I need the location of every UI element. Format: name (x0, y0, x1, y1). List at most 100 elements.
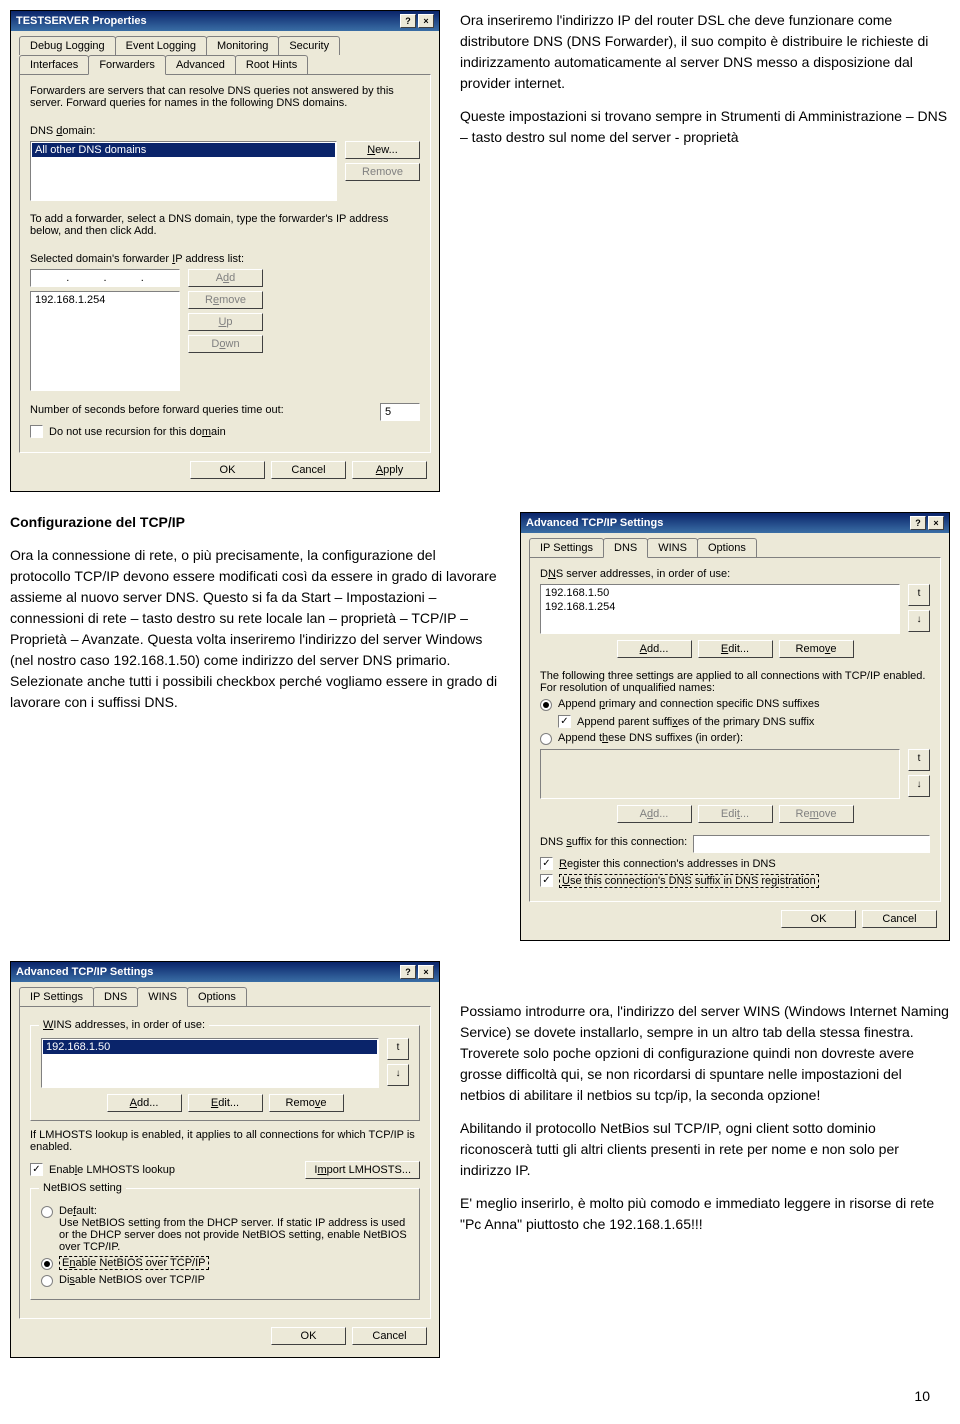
dns-server-list[interactable]: 192.168.1.50 192.168.1.254 (540, 584, 900, 634)
text1-p1: Ora inseriremo l'indirizzo IP del router… (460, 10, 950, 94)
close-button[interactable]: × (418, 965, 434, 979)
dialog-title: TESTSERVER Properties (16, 15, 147, 27)
use-suffix-checkbox[interactable]: ✓ (540, 874, 553, 887)
register-label: Register this connection's addresses in … (559, 858, 776, 870)
remove-dns-button[interactable]: Remove (779, 640, 854, 658)
cancel-button[interactable]: Cancel (352, 1327, 427, 1345)
netbios-default-label: Default: (59, 1205, 97, 1217)
tab-options[interactable]: Options (697, 538, 757, 557)
cancel-button[interactable]: Cancel (271, 461, 346, 479)
tab-wins[interactable]: WINS (137, 987, 188, 1007)
help-button[interactable]: ? (400, 14, 416, 28)
suffix-up-button[interactable]: t (908, 749, 930, 771)
edit-wins-button[interactable]: Edit... (188, 1094, 263, 1112)
ip-input[interactable]: ... (30, 269, 180, 287)
remove-wins-button[interactable]: Remove (269, 1094, 344, 1112)
tab-debug-logging[interactable]: Debug Logging (19, 36, 116, 55)
remove-domain-button[interactable]: Remove (345, 163, 420, 181)
wins-up-button[interactable]: t (387, 1038, 409, 1060)
no-recursion-checkbox[interactable] (30, 425, 43, 438)
append-parent-checkbox[interactable]: ✓ (558, 715, 571, 728)
tab-ip-settings[interactable]: IP Settings (529, 538, 604, 557)
tab-dns[interactable]: DNS (93, 987, 138, 1006)
dns-servers-label: DNS server addresses, in order of use: (540, 568, 930, 580)
tcpip-wins-dialog: Advanced TCP/IP Settings ? × IP Settings… (10, 961, 440, 1358)
append-primary-label: Append primary and connection specific D… (558, 698, 820, 710)
wins-down-button[interactable]: ↓ (387, 1064, 409, 1086)
wins-server-list[interactable]: 192.168.1.50 (41, 1038, 379, 1088)
ok-button[interactable]: OK (781, 910, 856, 928)
tab-interfaces[interactable]: Interfaces (19, 55, 89, 74)
tab-dns[interactable]: DNS (603, 538, 648, 558)
cancel-button[interactable]: Cancel (862, 910, 937, 928)
tab-event-logging[interactable]: Event Logging (115, 36, 207, 55)
tab-root-hints[interactable]: Root Hints (235, 55, 308, 74)
remove-ip-button[interactable]: Remove (188, 291, 263, 309)
timeout-input[interactable] (380, 403, 420, 421)
move-down-button[interactable]: ↓ (908, 610, 930, 632)
tcpip-dns-dialog: Advanced TCP/IP Settings ? × IP Settings… (520, 512, 950, 941)
close-button[interactable]: × (928, 516, 944, 530)
lmhosts-help: If LMHOSTS lookup is enabled, it applies… (30, 1129, 420, 1153)
ok-button[interactable]: OK (271, 1327, 346, 1345)
help-button[interactable]: ? (910, 516, 926, 530)
enable-lmhosts-label: Enable LMHOSTS lookup (49, 1164, 175, 1176)
move-up-button[interactable]: t (908, 584, 930, 606)
edit-suffix-button[interactable]: Edit... (698, 805, 773, 823)
import-lmhosts-button[interactable]: Import LMHOSTS... (305, 1161, 420, 1179)
dns-server-item[interactable]: 192.168.1.254 (542, 600, 898, 614)
dns-server-item[interactable]: 192.168.1.50 (542, 586, 898, 600)
append-these-radio[interactable] (540, 733, 552, 745)
tab-monitoring[interactable]: Monitoring (206, 36, 279, 55)
netbios-enable-radio[interactable] (41, 1258, 53, 1270)
netbios-default-radio[interactable] (41, 1206, 53, 1218)
netbios-disable-radio[interactable] (41, 1275, 53, 1287)
enable-lmhosts-checkbox[interactable]: ✓ (30, 1163, 43, 1176)
register-checkbox[interactable]: ✓ (540, 857, 553, 870)
suffix-down-button[interactable]: ↓ (908, 775, 930, 797)
timeout-label: Number of seconds before forward queries… (30, 404, 284, 416)
forwarders-intro: Forwarders are servers that can resolve … (30, 85, 420, 109)
netbios-enable-label: Enable NetBIOS over TCP/IP (59, 1257, 209, 1269)
up-button[interactable]: Up (188, 313, 263, 331)
append-these-label: Append these DNS suffixes (in order): (558, 732, 743, 744)
suffix-conn-label: DNS suffix for this connection: (540, 836, 687, 848)
section-heading: Configurazione del TCP/IP (10, 514, 185, 530)
tab-ip-settings[interactable]: IP Settings (19, 987, 94, 1006)
titlebar: Advanced TCP/IP Settings ? × (521, 513, 949, 533)
remove-suffix-button[interactable]: Remove (779, 805, 854, 823)
titlebar: Advanced TCP/IP Settings ? × (11, 962, 439, 982)
ok-button[interactable]: OK (190, 461, 265, 479)
edit-dns-button[interactable]: Edit... (698, 640, 773, 658)
description-text-3: Possiamo introdurre ora, l'indirizzo del… (460, 961, 950, 1358)
append-parent-label: Append parent suffixes of the primary DN… (577, 716, 814, 728)
domain-item[interactable]: All other DNS domains (32, 143, 335, 157)
tabs-row-1: Debug Logging Event Logging Monitoring S… (11, 31, 439, 55)
forwarder-ip-list[interactable]: 192.168.1.254 (30, 291, 180, 391)
apply-button[interactable]: Apply (352, 461, 427, 479)
forwarder-ip-item[interactable]: 192.168.1.254 (32, 293, 178, 307)
tab-options[interactable]: Options (187, 987, 247, 1006)
no-recursion-label: Do not use recursion for this domain (49, 426, 226, 438)
dns-domain-list[interactable]: All other DNS domains (30, 141, 337, 201)
wins-server-item[interactable]: 192.168.1.50 (43, 1040, 377, 1054)
append-primary-radio[interactable] (540, 699, 552, 711)
ip-list-label: Selected domain's forwarder IP address l… (30, 253, 420, 265)
tab-advanced[interactable]: Advanced (165, 55, 236, 74)
suffix-input[interactable] (693, 835, 930, 853)
titlebar: TESTSERVER Properties ? × (11, 11, 439, 31)
add-dns-button[interactable]: Add... (617, 640, 692, 658)
tab-forwarders[interactable]: Forwarders (88, 55, 166, 75)
testserver-properties-dialog: TESTSERVER Properties ? × Debug Logging … (10, 10, 440, 492)
tab-security[interactable]: Security (278, 36, 340, 55)
suffix-list[interactable] (540, 749, 900, 799)
tab-wins[interactable]: WINS (647, 538, 698, 557)
new-button[interactable]: New... (345, 141, 420, 159)
help-button[interactable]: ? (400, 965, 416, 979)
add-ip-button[interactable]: Add (188, 269, 263, 287)
down-button[interactable]: Down (188, 335, 263, 353)
tcpip-section: Configurazione del TCP/IP Ora la conness… (10, 512, 500, 941)
close-button[interactable]: × (418, 14, 434, 28)
add-wins-button[interactable]: Add... (107, 1094, 182, 1112)
add-suffix-button[interactable]: Add... (617, 805, 692, 823)
